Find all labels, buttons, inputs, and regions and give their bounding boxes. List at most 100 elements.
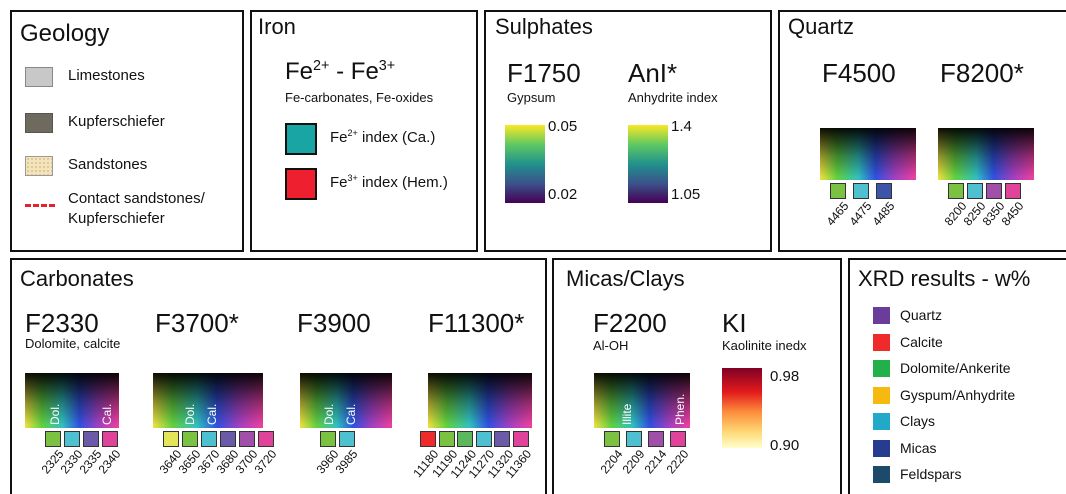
image-label: Cal. (344, 403, 358, 425)
colorbar-label: 0.05 (548, 118, 578, 135)
panel-title: XRD results - w% (858, 266, 1031, 291)
subtitle: Fe-carbonates, Fe-oxides (285, 90, 434, 105)
swatch (320, 431, 336, 447)
panel-title: Iron (258, 14, 296, 39)
swatch (25, 204, 55, 207)
panel-title: Geology (20, 20, 110, 47)
colorbar (628, 125, 668, 203)
index-code: F2200 (593, 308, 667, 338)
swatch (475, 431, 492, 447)
panel-title: Carbonates (20, 266, 134, 291)
subtitle: Dolomite, calcite (25, 336, 121, 351)
subtitle: Al-OH (593, 338, 629, 353)
swatch (626, 431, 642, 447)
panel (10, 10, 244, 252)
swatch (873, 466, 890, 483)
swatch (670, 431, 686, 447)
legend-label: Contact sandstones/ (68, 190, 205, 207)
image-label: Illite (620, 403, 634, 425)
index-code: F3700* (155, 308, 239, 338)
text: index (Ca.) (361, 129, 436, 146)
panel-title: Micas/Clays (566, 266, 685, 291)
legend-label: Calcite (900, 333, 943, 350)
colorbar (722, 368, 762, 448)
text: 3+ (378, 58, 396, 74)
image-label: Cal. (100, 403, 114, 425)
swatch (239, 431, 255, 447)
swatch (163, 431, 179, 447)
swatch (339, 431, 355, 447)
swatch (25, 67, 53, 87)
swatch (873, 386, 890, 404)
legend-label: Kupferschiefer (68, 113, 165, 130)
legend-label: Kupferschiefer (68, 210, 165, 227)
swatch (457, 431, 473, 447)
colorbar-label: 1.4 (671, 118, 692, 135)
image-label: Cal. (205, 403, 219, 425)
legend-label: Micas (900, 439, 937, 456)
swatch (873, 413, 890, 430)
panel (848, 258, 1066, 494)
formula: Fe2+ - Fe3+ (285, 58, 395, 86)
index-code: F2330 (25, 308, 99, 338)
legend-label: Fe3+ index (Hem.) (330, 173, 448, 191)
swatch (83, 431, 99, 447)
swatch (1005, 183, 1021, 199)
text: 3+ (347, 173, 358, 183)
colorbar-label: 0.90 (770, 437, 800, 454)
legend-label: Fe2+ index (Ca.) (330, 128, 435, 146)
panel (250, 10, 478, 252)
legend-label: Feldspars (900, 466, 962, 482)
swatch (873, 333, 890, 351)
swatch (45, 431, 61, 447)
swatch (873, 307, 890, 324)
legend-label: Quartz (900, 307, 943, 323)
swatch (494, 431, 510, 447)
swatch (220, 431, 236, 447)
image-label: Dol. (48, 403, 62, 425)
spectral-image (594, 373, 690, 428)
spectral-image (25, 373, 119, 428)
index-code: KI (722, 308, 747, 338)
swatch (876, 183, 892, 199)
legend-label: Clays (900, 413, 936, 429)
text: 2+ (347, 128, 358, 138)
subtitle: Kaolinite inedx (722, 338, 807, 353)
index-code: F4500 (822, 58, 896, 88)
swatch (25, 113, 53, 133)
spectral-image (820, 128, 916, 180)
index-code: F8200* (940, 58, 1024, 88)
swatch (102, 431, 118, 447)
swatch (948, 183, 964, 199)
panel (552, 258, 842, 494)
legend-label: Sandstones (68, 156, 148, 173)
colorbar-label: 0.02 (548, 186, 578, 203)
spectral-image (300, 373, 392, 428)
swatch (420, 431, 436, 447)
swatch (873, 439, 890, 457)
text: - (336, 58, 345, 85)
swatch (986, 183, 1002, 199)
swatch (604, 431, 620, 447)
swatch (201, 431, 217, 447)
text: 2+ (313, 58, 330, 74)
text: Fe (330, 174, 348, 191)
index-code: F1750 (507, 58, 581, 88)
index-code: F11300* (428, 308, 525, 338)
text: Fe (330, 129, 348, 146)
image-label: Dol. (183, 403, 197, 425)
spectral-image (938, 128, 1034, 180)
subtitle: Anhydrite index (628, 90, 718, 105)
swatch (853, 183, 869, 199)
image-label: Dol. (322, 403, 336, 425)
swatch (182, 431, 198, 447)
colorbar-label: 0.98 (770, 368, 800, 385)
swatch (648, 431, 664, 447)
colorbar-label: 1.05 (671, 186, 701, 203)
panel (778, 10, 1066, 252)
swatch (873, 360, 890, 377)
swatch (438, 431, 455, 447)
text: Fe (350, 58, 379, 85)
subtitle: Gypsum (507, 90, 556, 105)
